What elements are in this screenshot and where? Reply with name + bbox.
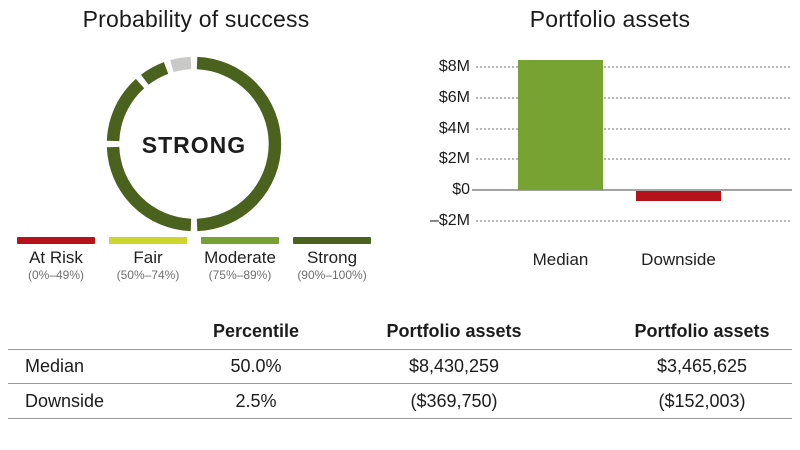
gauge-legend: At Risk (0%–49%) Fair (50%–74%) Moderate… (17, 237, 371, 282)
legend-item-range: (75%–89%) (208, 268, 272, 282)
legend-item-label: At Risk (29, 248, 83, 267)
legend-item-label: Strong (306, 248, 358, 267)
gauge-segment-fair-span (106, 146, 192, 232)
fair-color-bar (109, 237, 187, 244)
legend-item-strong: Strong (90%–100%) (293, 237, 371, 282)
probability-of-success-title: Probability of success (82, 6, 310, 32)
table-header-portfolio-assets-2: Portfolio assets (634, 321, 770, 341)
table-cell-portfolio-assets-2: ($152,003) (658, 390, 746, 411)
legend-item-range: (90%–100%) (297, 268, 367, 282)
table-rule (8, 418, 792, 419)
table-cell-portfolio-assets-1: $8,430,259 (408, 356, 500, 376)
summary-table: Percentile Portfolio assets Portfolio as… (8, 314, 792, 419)
table-rule (8, 383, 792, 384)
x-axis-label-downside: Downside (641, 250, 716, 269)
table-rule (8, 349, 792, 350)
strong-color-bar (293, 237, 371, 244)
table-header-blank (8, 314, 168, 349)
table-header-portfolio-assets-1: Portfolio assets (386, 321, 522, 341)
gauge-segment-moderate-span (106, 78, 145, 142)
table-cell-portfolio-assets-1: ($369,750) (410, 390, 498, 411)
gridline-–$2M (476, 219, 790, 222)
gauge-segment-at-risk-span (196, 56, 282, 232)
gridline-$6M (476, 96, 790, 99)
table-cell-portfolio-assets-2: $3,465,625 (656, 356, 748, 376)
gauge-segment-strong-span (140, 62, 169, 85)
probability-gauge (106, 56, 282, 232)
y-axis-tick-label: –$2M (429, 211, 470, 229)
gauge-center-label: STRONG (141, 132, 247, 158)
y-axis-tick-label: $8M (438, 58, 470, 75)
gridline-$2M (476, 158, 790, 161)
portfolio-assets-bar-chart: $8M $6M $4M $2M $0 –$2M Median Downside (429, 58, 792, 269)
bar-median (518, 60, 603, 190)
y-axis-tick-label: $2M (438, 150, 470, 168)
legend-item-range: (50%–74%) (116, 268, 180, 282)
legend-item-at-risk: At Risk (0%–49%) (17, 237, 95, 282)
bar-downside (636, 191, 721, 201)
gridline-$8M (476, 66, 790, 68)
legend-item-moderate: Moderate (75%–89%) (201, 237, 279, 282)
y-axis-tick-label: $6M (438, 88, 470, 106)
zero-baseline (472, 189, 792, 191)
moderate-color-bar (201, 237, 279, 244)
legend-item-range: (0%–49%) (27, 268, 85, 282)
portfolio-assets-chart-title: Portfolio assets (529, 6, 691, 32)
table-cell-percentile: 2.5% (235, 390, 277, 411)
x-axis-label-median: Median (532, 250, 589, 269)
y-axis-tick-label: $4M (438, 119, 470, 137)
row-label: Downside (25, 390, 105, 411)
at-risk-color-bar (17, 237, 95, 244)
y-axis-tick-label: $0 (452, 181, 470, 198)
gauge-segment-remainder-span (170, 56, 192, 73)
table-header-percentile: Percentile (212, 321, 300, 341)
legend-item-fair: Fair (50%–74%) (109, 237, 187, 282)
row-label: Median (25, 356, 85, 376)
table-cell-percentile: 50.0% (230, 356, 282, 376)
legend-item-label: Fair (133, 248, 163, 267)
gridline-$4M (476, 127, 790, 130)
legend-item-label: Moderate (204, 248, 276, 267)
